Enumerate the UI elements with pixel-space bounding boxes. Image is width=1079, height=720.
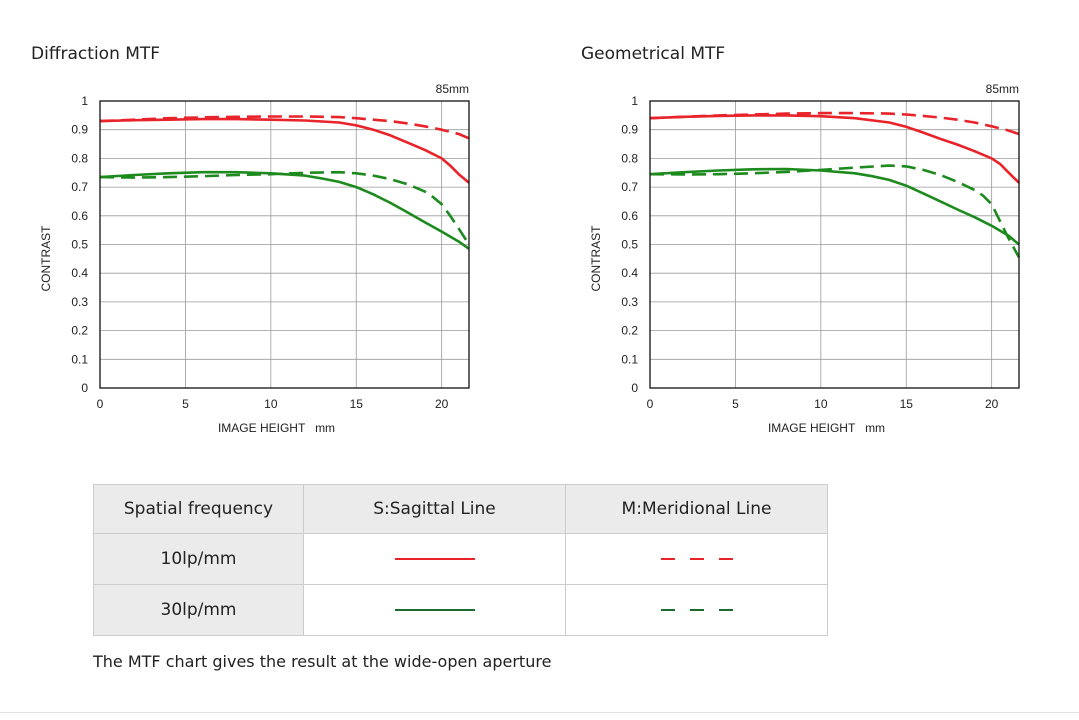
- plot-frame: [99, 100, 470, 389]
- x-axis-label: IMAGE HEIGHT mm: [768, 421, 885, 435]
- plot-frame: [649, 100, 1020, 389]
- series-line-dashed: [99, 170, 471, 246]
- legend-row-label: 10lp/mm: [93, 533, 304, 585]
- legend-cell-meridional-10lp: [565, 533, 828, 585]
- x-tick-label: 0: [647, 397, 654, 411]
- legend-cell-sagittal-30lp: [303, 584, 566, 636]
- y-tick-label: 0.8: [71, 151, 88, 165]
- x-tick-label: 5: [732, 397, 739, 411]
- x-axis-label: IMAGE HEIGHT mm: [218, 421, 335, 435]
- legend-table: Spatial frequency S:Sagittal Line M:Meri…: [93, 484, 828, 636]
- y-tick-label: 0.6: [71, 209, 88, 223]
- y-tick-label: 0.4: [621, 266, 638, 280]
- y-tick-label: 0.5: [71, 238, 88, 252]
- x-tick-label: 10: [814, 397, 828, 411]
- footnote: The MTF chart gives the result at the wi…: [93, 652, 552, 671]
- series-line-solid: [649, 167, 1020, 246]
- y-tick-label: 0.6: [621, 209, 638, 223]
- bottom-divider: [0, 712, 1079, 713]
- x-tick-label: 0: [97, 397, 104, 411]
- chart-title-geometrical: Geometrical MTF: [581, 44, 726, 64]
- legend-cell-meridional-30lp: [565, 584, 828, 636]
- series-line-solid: [99, 117, 470, 184]
- x-tick-label: 15: [350, 397, 364, 411]
- legend-row-30lp: 30lp/mm: [93, 584, 828, 636]
- series-line-dashed: [649, 111, 1020, 136]
- series-line-dashed: [649, 164, 1021, 259]
- y-tick-label: 0.1: [71, 352, 88, 366]
- series-line-dashed: [99, 115, 470, 140]
- geometrical-mtf-chart: 00.10.20.30.40.50.60.70.80.910 5 10 15 20IMA…: [589, 82, 1021, 435]
- focal-length-label: 85mm: [986, 82, 1019, 96]
- y-tick-label: 1: [631, 94, 638, 108]
- y-tick-label: 0.7: [71, 180, 88, 194]
- legend-header-sagittal: S:Sagittal Line: [303, 484, 566, 534]
- y-tick-label: 0.9: [621, 123, 638, 137]
- legend-cell-sagittal-10lp: [303, 533, 566, 585]
- y-tick-label: 1: [81, 94, 88, 108]
- y-tick-label: 0.1: [621, 352, 638, 366]
- legend-header-meridional: M:Meridional Line: [565, 484, 828, 534]
- chart-title-diffraction: Diffraction MTF: [31, 44, 161, 64]
- y-tick-label: 0.5: [621, 238, 638, 252]
- y-tick-label: 0.2: [71, 324, 88, 338]
- x-tick-label: 5: [182, 397, 189, 411]
- dashed-red-line-swatch: [660, 558, 733, 560]
- y-tick-label: 0.9: [71, 123, 88, 137]
- x-tick-label: 15: [900, 397, 914, 411]
- y-axis-label: CONTRAST: [589, 225, 603, 292]
- y-tick-label: 0.4: [71, 266, 88, 280]
- y-tick-label: 0.8: [621, 151, 638, 165]
- legend-row-10lp: 10lp/mm: [93, 533, 828, 585]
- y-axis-label: CONTRAST: [39, 225, 53, 292]
- solid-red-line-swatch: [394, 558, 475, 560]
- x-tick-label: 20: [985, 397, 999, 411]
- focal-length-label: 85mm: [436, 82, 469, 96]
- y-tick-label: 0.3: [71, 295, 88, 309]
- y-tick-label: 0: [81, 381, 88, 395]
- y-tick-label: 0.3: [621, 295, 638, 309]
- dashed-green-line-swatch: [660, 609, 733, 611]
- legend-header-row: Spatial frequency S:Sagittal Line M:Meri…: [93, 484, 828, 534]
- y-tick-label: 0: [631, 381, 638, 395]
- legend-header-spatial-frequency: Spatial frequency: [93, 484, 304, 534]
- diffraction-mtf-chart: 00.10.20.30.40.50.60.70.80.910 5 10 15 20IMA…: [39, 82, 471, 435]
- solid-green-line-swatch: [394, 609, 475, 611]
- x-tick-label: 20: [435, 397, 449, 411]
- series-line-solid: [99, 170, 470, 250]
- y-tick-label: 0.7: [621, 180, 638, 194]
- legend-row-label: 30lp/mm: [93, 584, 304, 636]
- y-tick-label: 0.2: [621, 324, 638, 338]
- x-tick-label: 10: [264, 397, 278, 411]
